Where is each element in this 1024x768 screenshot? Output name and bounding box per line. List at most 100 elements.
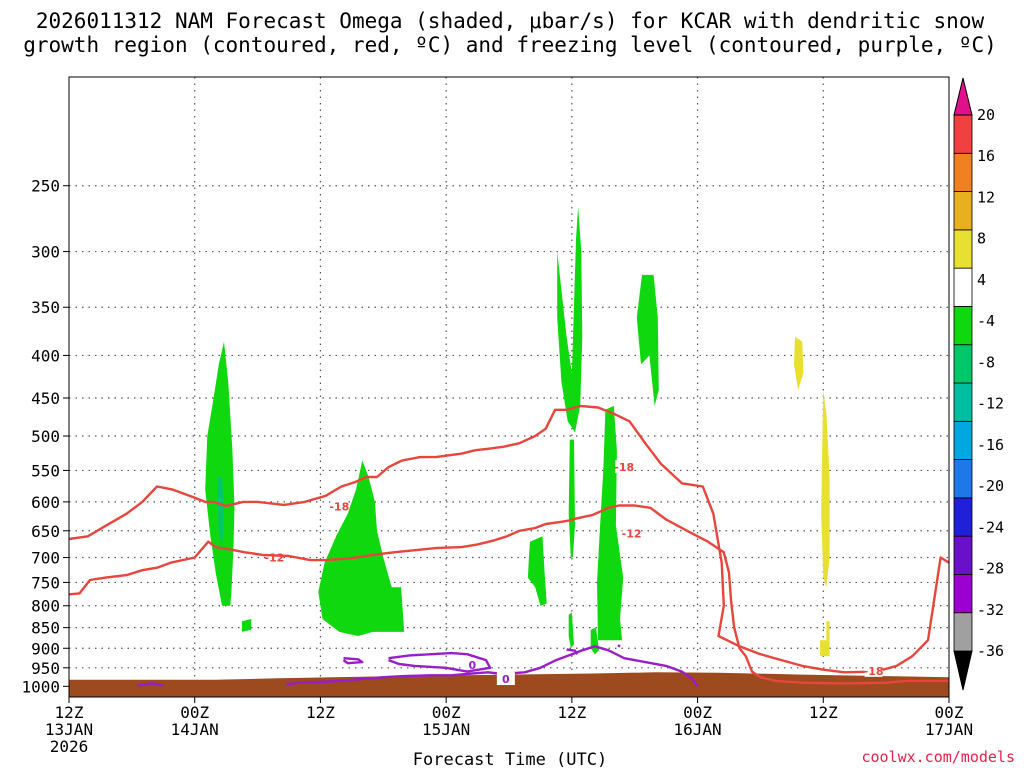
dendritic-contour-label: -18: [864, 665, 884, 678]
colorbar-bin: [953, 77, 973, 116]
omega-shaded-region: [820, 640, 830, 657]
x-tick-label: 00Z: [180, 703, 209, 722]
freezing-contour-line: [566, 648, 579, 655]
omega-shaded-region: [590, 627, 600, 655]
y-tick-label: 1000: [21, 677, 60, 696]
colorbar-label: 8: [977, 230, 986, 248]
x-tick-label: 00Z: [432, 703, 461, 722]
plot-area: -12 -12 -18 -18 -18 0 0: [68, 76, 950, 698]
dendritic-contour-label-bg: [622, 526, 641, 540]
freezing-contour-label: 0: [502, 673, 510, 686]
y-tick-label: 900: [31, 639, 60, 658]
x-tick-label: 12Z: [557, 703, 586, 722]
freezing-contour-line: [136, 682, 164, 687]
colorbar-bin: [953, 535, 973, 575]
y-axis: 2503003504004505005506006507007508008509…: [21, 177, 69, 696]
x-tick-label: 2026: [50, 737, 89, 756]
omega-shaded-region: [318, 460, 405, 636]
colorbar-label: -32: [977, 601, 1004, 619]
dendritic-contour-line: [69, 504, 949, 685]
x-tick-label: 12Z: [809, 703, 838, 722]
freezing-contour-label-bg: [496, 672, 515, 686]
colorbar-label: 16: [977, 147, 995, 165]
freezing-contour-line: [617, 644, 621, 648]
dendritic-contour-line: [69, 404, 949, 674]
colorbar-bin: [953, 650, 973, 691]
colorbar-label: -8: [977, 353, 995, 371]
colorbar-bin: [953, 306, 973, 346]
dendritic-contour-label-bg: [265, 550, 284, 564]
colorbar-bin: [953, 420, 973, 460]
colorbar-bin: [953, 459, 973, 499]
y-tick-label: 950: [31, 659, 60, 678]
freezing-contour-line: [285, 645, 699, 688]
x-axis-label: Forecast Time (UTC): [413, 750, 607, 768]
colorbar-label: 12: [977, 188, 995, 206]
omega-shaded-region: [216, 477, 224, 548]
plot-frame: [68, 76, 950, 698]
credit-text: coolwx.com/models: [861, 748, 1015, 766]
y-tick-label: 400: [31, 346, 60, 365]
colorbar-bin: [953, 152, 973, 192]
y-tick-label: 250: [31, 177, 60, 196]
omega-shaded-region: [527, 536, 547, 606]
dendritic-contour-label: -12: [622, 528, 642, 541]
omega-shaded-region: [636, 274, 659, 406]
x-tick-label: 12Z: [306, 703, 335, 722]
dendritic-contour-label: -12: [264, 552, 284, 565]
omega-shaded-region: [826, 621, 830, 641]
x-tick-label: 17JAN: [925, 720, 973, 739]
chart-title-line2: growth region (contoured, red, ºC) and f…: [23, 33, 997, 57]
x-tick-label: 12Z: [55, 703, 84, 722]
omega-shaded-region: [568, 439, 575, 558]
y-tick-label: 500: [31, 427, 60, 446]
dendritic-contour-label-bg: [615, 460, 634, 474]
colorbar-bin: [953, 229, 973, 269]
omega-shaded-region: [794, 336, 804, 390]
colorbar: 20 16 12 8 4 -4 -8 -12 -16 -20 -24 -28 -32 -36: [953, 77, 1004, 691]
y-tick-label: 700: [31, 549, 60, 568]
freezing-contour-label: 0: [469, 659, 477, 672]
colorbar-label: -24: [977, 518, 1004, 536]
colorbar-label: -12: [977, 395, 1004, 413]
plot-clip-group: -12 -12 -18 -18 -18 0 0: [69, 77, 949, 697]
colorbar-bin: [953, 612, 973, 652]
omega-shaded-region: [241, 619, 252, 632]
colorbar-label: -28: [977, 560, 1004, 578]
omega-shaded-region: [568, 612, 574, 649]
colorbar-label: -16: [977, 436, 1004, 454]
y-tick-label: 450: [31, 389, 60, 408]
freezing-contour-label-bg: [463, 657, 482, 671]
dendritic-contour-label-bg: [330, 499, 349, 513]
omega-shaded-region: [205, 341, 235, 606]
colorbar-label: 20: [977, 106, 995, 124]
colorbar-bin: [953, 344, 973, 384]
y-tick-label: 550: [31, 461, 60, 480]
x-tick-label: 14JAN: [171, 720, 219, 739]
colorbar-bin: [953, 574, 973, 614]
chart-title-line1: 2026011312 NAM Forecast Omega (shaded, μ…: [36, 9, 985, 33]
x-tick-label: 16JAN: [673, 720, 721, 739]
colorbar-label: 4: [977, 271, 986, 289]
dendritic-contour-label: -18: [329, 501, 349, 514]
x-tick-label: 13JAN: [45, 720, 93, 739]
y-tick-label: 750: [31, 573, 60, 592]
colorbar-label: -4: [977, 312, 995, 330]
omega-shaded-region: [557, 206, 583, 433]
colorbar-bin: [953, 382, 973, 422]
omega-shaded-region: [597, 405, 624, 641]
y-tick-label: 850: [31, 619, 60, 638]
dendritic-contour-label-bg: [864, 663, 883, 677]
y-tick-label: 600: [31, 493, 60, 512]
colorbar-label: -20: [977, 477, 1004, 495]
colorbar-bin: [953, 497, 973, 537]
colorbar-bin: [953, 114, 973, 154]
y-tick-label: 650: [31, 522, 60, 541]
colorbar-label: -36: [977, 642, 1004, 660]
colorbar-bin: [953, 191, 973, 231]
freezing-contour-line: [342, 657, 364, 665]
x-tick-label: 15JAN: [422, 720, 470, 739]
omega-shaded-region: [821, 389, 830, 588]
